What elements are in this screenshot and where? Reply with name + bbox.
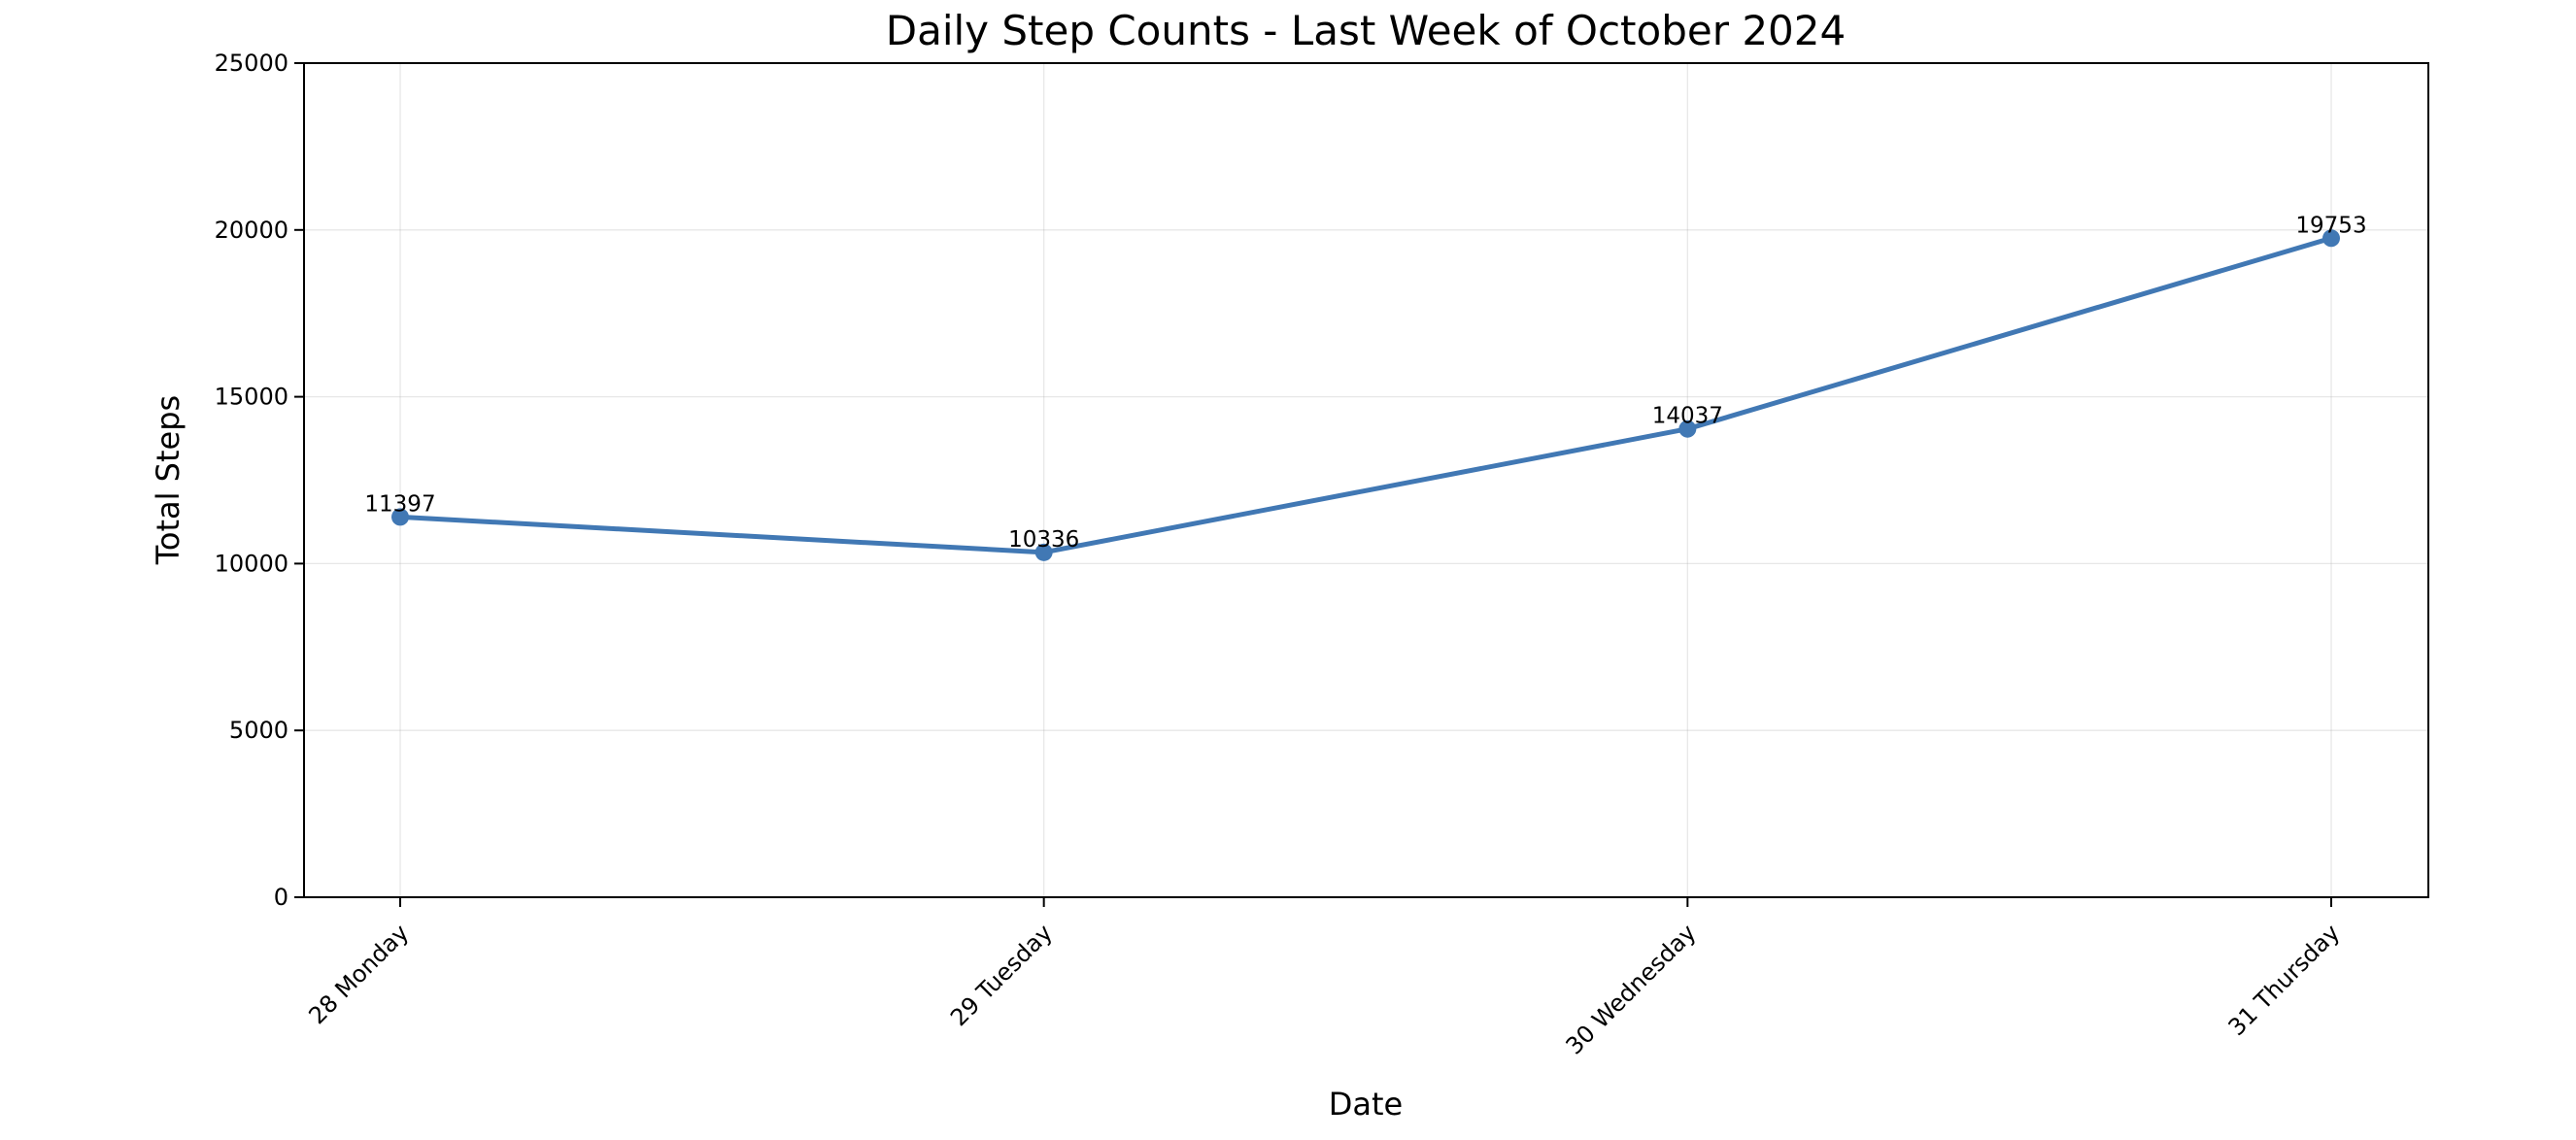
chart-title: Daily Step Counts - Last Week of October…: [886, 7, 1846, 54]
data-point[interactable]: [391, 508, 409, 526]
y-axis-ticks: 0 5000 10000 15000 20000 25000: [215, 50, 304, 911]
data-label: 11397: [364, 491, 435, 517]
x-axis-ticks: 28 Monday 29 Tuesday 30 Wednesday 31 Thursd…: [303, 897, 2345, 1059]
data-labels: 11397 10336 14037 19753: [364, 213, 2366, 553]
grid-lines: [304, 62, 2428, 898]
y-tick-label: 25000: [215, 50, 288, 77]
y-tick-label: 0: [274, 884, 288, 911]
x-tick-label: 31 Thursday: [2223, 919, 2346, 1041]
x-tick-label: 28 Monday: [303, 919, 414, 1029]
y-tick-label: 5000: [229, 717, 288, 744]
data-point[interactable]: [1034, 543, 1053, 561]
x-tick-label: 30 Wednesday: [1561, 919, 1702, 1059]
series-line: [397, 235, 2334, 555]
series-line-group: [391, 229, 2340, 561]
data-point[interactable]: [1678, 419, 1697, 438]
y-tick-label: 15000: [215, 384, 288, 411]
y-tick-label: 20000: [215, 217, 288, 244]
data-label: 10336: [1008, 527, 1079, 553]
plot-area-frame: [303, 62, 2429, 898]
data-point[interactable]: [2322, 229, 2340, 248]
data-label: 14037: [1652, 404, 1723, 429]
data-label: 19753: [2295, 213, 2366, 238]
y-tick-label: 10000: [215, 550, 288, 577]
x-axis-label: Date: [1329, 1086, 1403, 1123]
x-tick-label: 29 Tuesday: [945, 919, 1058, 1031]
y-axis-label: Total Steps: [150, 395, 186, 565]
